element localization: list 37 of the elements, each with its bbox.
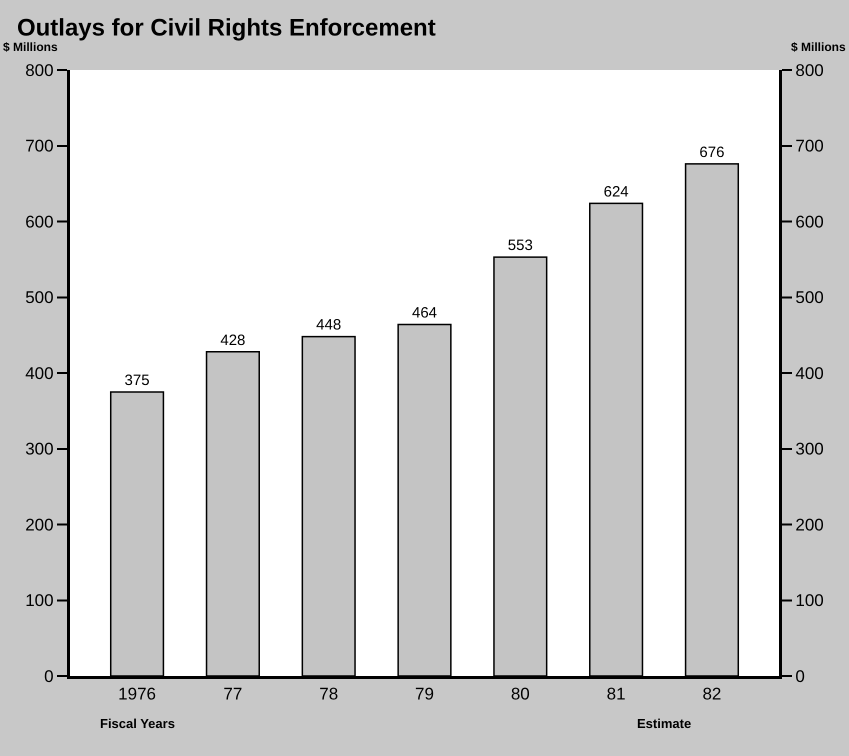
data-label: 624: [604, 183, 629, 200]
data-label: 553: [508, 237, 533, 254]
y-tick-label: 700: [25, 136, 54, 156]
y-tick-label: 300: [25, 440, 54, 459]
y-tick-label: 600: [25, 212, 54, 232]
x-tick-label: 78: [319, 684, 338, 704]
text: Estimate: [637, 716, 692, 731]
x-tick-label: 80: [510, 684, 530, 704]
y2-tick-label: 800: [795, 60, 824, 80]
y2-tick-label: 200: [795, 515, 824, 534]
data-label: 375: [124, 372, 150, 389]
y2-axis-title: $ Millions: [791, 40, 846, 54]
x-tick-label: 1976: [118, 684, 156, 704]
data-label: 676: [699, 144, 724, 161]
y2-tick-label: 400: [795, 364, 824, 383]
y2-tick-label: 300: [795, 440, 824, 459]
x-tick-label: 77: [223, 684, 242, 704]
y2-tick-label: 100: [795, 591, 824, 610]
y2-tick-label: 500: [795, 288, 824, 308]
y-tick-label: 500: [25, 288, 54, 308]
y-tick-label: 400: [25, 364, 54, 383]
y-tick-label: 800: [25, 60, 54, 80]
x-axis-title: Fiscal Years: [100, 716, 175, 731]
x-tick-label: 79: [415, 684, 434, 704]
y-tick-label: 200: [25, 515, 54, 534]
y2-tick-label: 600: [795, 212, 824, 232]
y2-tick-label: 700: [795, 136, 824, 156]
x-tick-label: 81: [606, 684, 626, 704]
data-label: 448: [316, 316, 342, 334]
y2-tick-label: 0: [795, 666, 805, 686]
chart-title: Outlays for Civil Rights Enforcement: [16, 14, 436, 42]
data-label: 428: [220, 332, 246, 349]
data-label: 464: [412, 304, 438, 322]
y-axis-title: $ Millions: [3, 40, 58, 54]
y-tick-label: 100: [25, 591, 54, 610]
y-tick-label: 0: [44, 666, 54, 686]
x-tick-label: 82: [702, 684, 722, 704]
